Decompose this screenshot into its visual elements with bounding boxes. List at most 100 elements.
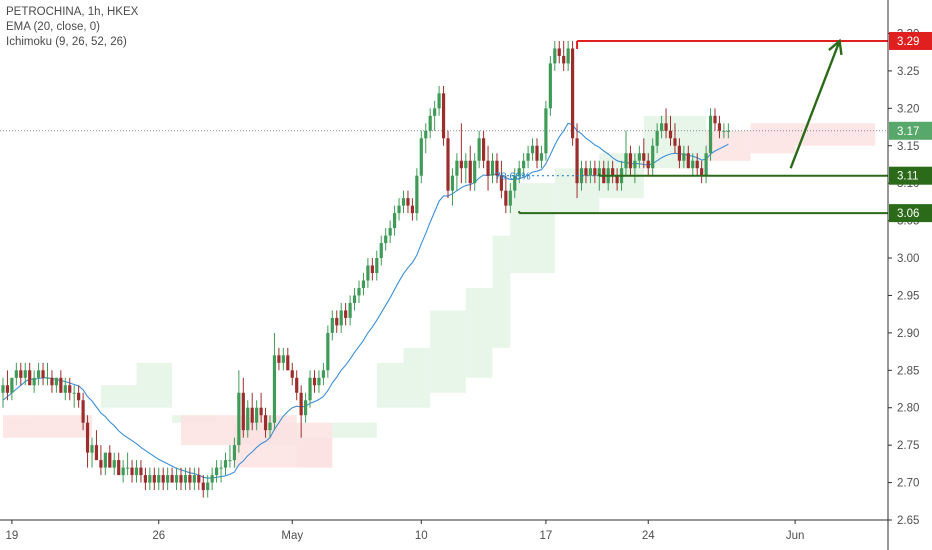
candlesticks xyxy=(1,40,730,498)
candle-body xyxy=(68,385,72,393)
candle-body xyxy=(486,160,490,176)
candle-body xyxy=(99,460,103,468)
candle-body xyxy=(139,467,143,476)
candle-body xyxy=(330,317,334,333)
candle-body xyxy=(571,48,575,139)
candle-body xyxy=(642,153,646,161)
candle-body xyxy=(651,145,655,169)
candle-body xyxy=(170,475,174,483)
candle-body xyxy=(401,198,406,206)
candle-body xyxy=(539,153,544,161)
candle-body xyxy=(637,153,641,161)
legend-ichimoku[interactable]: Ichimoku (9, 26, 52, 26) xyxy=(6,36,127,48)
candle-body xyxy=(677,145,681,161)
projection-arrow xyxy=(789,38,843,169)
candle-body xyxy=(708,115,713,154)
candle-body xyxy=(517,168,521,176)
candle-body xyxy=(490,160,495,176)
candle-body xyxy=(575,138,579,184)
cloud-segment xyxy=(510,183,555,273)
ema-polyline xyxy=(2,122,729,479)
fib-label: 78.60% xyxy=(495,171,531,183)
price-tick-label: 3.25 xyxy=(897,66,919,78)
candle-body xyxy=(384,235,388,244)
key-levels: 78.60% xyxy=(495,39,888,215)
candle-body xyxy=(10,377,14,393)
candle-body xyxy=(686,153,690,169)
time-tick-label: Jun xyxy=(786,530,805,542)
candle-body xyxy=(473,160,477,184)
candle-body xyxy=(241,392,245,431)
candle-body xyxy=(152,475,156,483)
price-tick-label: 2.75 xyxy=(897,440,919,452)
candle-body xyxy=(704,153,708,176)
price-badge xyxy=(889,121,932,140)
candle-body xyxy=(268,422,272,431)
candle-body xyxy=(219,467,223,469)
candle-body xyxy=(428,115,432,131)
candle-body xyxy=(348,302,352,318)
time-tick-label: 24 xyxy=(642,530,655,542)
candle-body xyxy=(54,377,58,386)
candle-body xyxy=(130,467,134,476)
time-tick-label: May xyxy=(281,530,303,542)
candle-body xyxy=(508,190,512,206)
candle-body xyxy=(664,123,668,131)
candle-body xyxy=(183,475,188,483)
candle-body xyxy=(370,265,374,273)
candle-body xyxy=(419,138,423,176)
candle-body xyxy=(63,385,67,393)
candle-body xyxy=(628,153,633,169)
candle-body xyxy=(1,385,5,393)
time-tick-label: 19 xyxy=(6,530,19,542)
legend-symbol[interactable]: PETROCHINA, 1h, HKEX xyxy=(6,6,139,18)
cloud-segment xyxy=(100,385,137,408)
candle-body xyxy=(326,332,330,371)
candle-body xyxy=(593,168,597,176)
candle-body xyxy=(717,123,722,131)
candle-body xyxy=(588,168,592,176)
candle-body xyxy=(41,370,45,378)
time-tick-label: 10 xyxy=(415,530,428,542)
price-tick-label: 2.85 xyxy=(897,365,919,377)
candle-body xyxy=(32,377,36,386)
candle-body xyxy=(433,108,437,116)
arrow-head xyxy=(828,38,843,56)
price-tick-label: 3.20 xyxy=(897,103,919,115)
candle-body xyxy=(90,445,94,453)
candle-body xyxy=(406,198,410,206)
candle-body xyxy=(246,407,250,431)
candle-body xyxy=(277,355,281,363)
candle-body xyxy=(682,153,686,161)
candle-body xyxy=(174,475,179,483)
candle-body xyxy=(713,115,717,124)
ema-line xyxy=(2,122,729,479)
candle-body xyxy=(250,407,254,423)
candle-body xyxy=(290,370,294,378)
candle-body xyxy=(722,130,726,132)
candle-body xyxy=(446,138,450,191)
candle-body xyxy=(691,160,695,169)
price-badge xyxy=(889,31,932,50)
candle-body xyxy=(45,377,50,379)
candle-body xyxy=(192,475,196,483)
cloud-segment xyxy=(465,287,493,378)
cloud-segment xyxy=(795,123,876,146)
candle-body xyxy=(59,377,63,393)
candle-body xyxy=(548,63,552,109)
candle-body xyxy=(375,258,379,273)
chart-legend: PETROCHINA, 1h, HKEX EMA (20, close, 0) … xyxy=(6,5,138,50)
candle-body xyxy=(335,317,339,326)
candle-body xyxy=(148,475,152,483)
candle-body xyxy=(28,370,32,386)
candle-body xyxy=(201,482,205,491)
candle-body xyxy=(272,355,277,423)
candle-body xyxy=(655,130,659,146)
legend-ema[interactable]: EMA (20, close, 0) xyxy=(6,21,100,33)
candle-body xyxy=(700,168,704,176)
time-tick-label: 17 xyxy=(540,530,553,542)
candle-body xyxy=(237,392,241,446)
time-tick-label: 26 xyxy=(152,530,165,542)
candle-body xyxy=(223,460,228,468)
